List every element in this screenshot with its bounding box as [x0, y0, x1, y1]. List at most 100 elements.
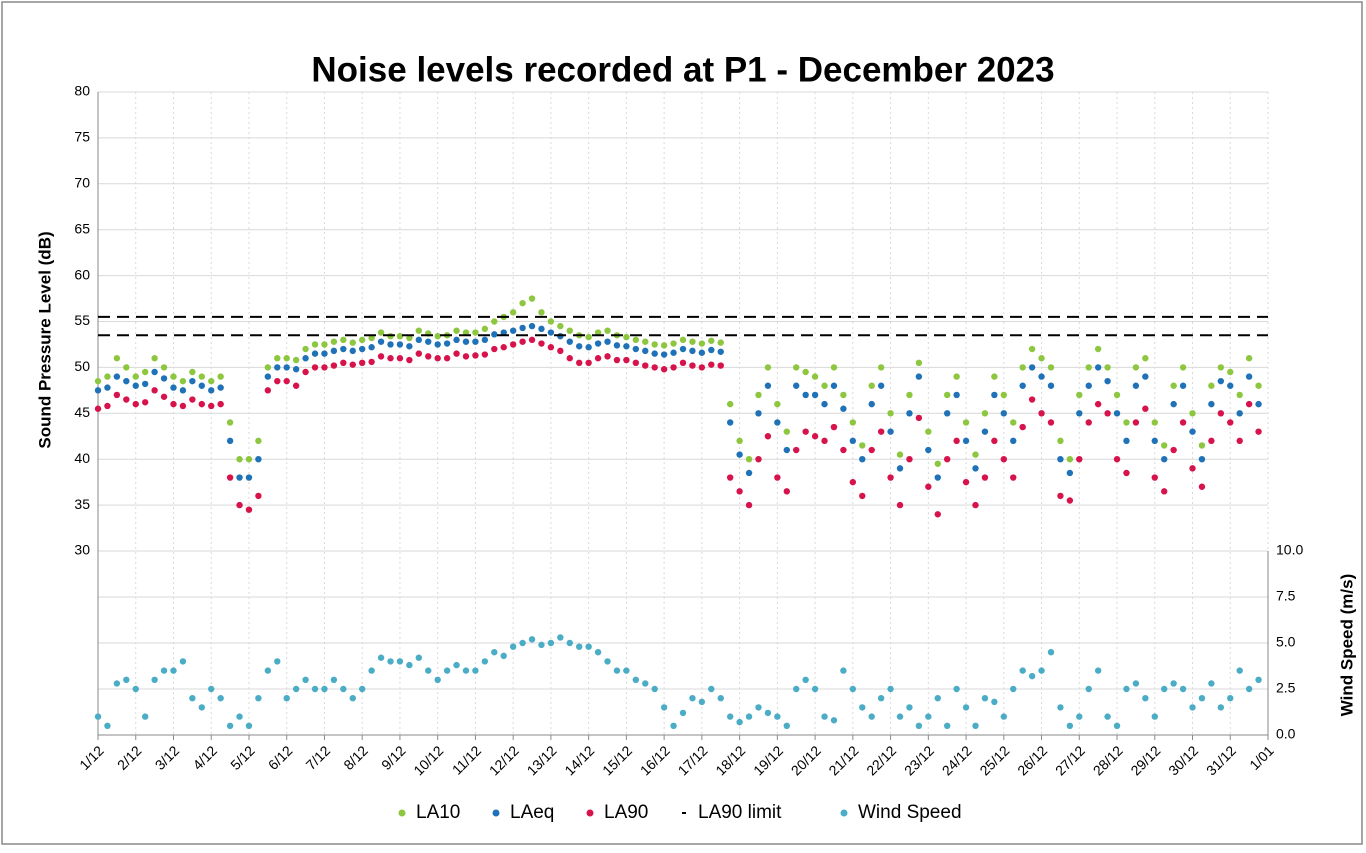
- data-point: [208, 377, 215, 385]
- data-point: [104, 402, 111, 410]
- data-point: [585, 359, 592, 367]
- data-point: [1161, 488, 1168, 495]
- y-tick-label: 45: [74, 404, 90, 420]
- data-point: [113, 391, 121, 399]
- data-point: [585, 344, 592, 351]
- data-point: [264, 373, 272, 380]
- data-point: [868, 382, 875, 389]
- data-point: [283, 364, 290, 371]
- data-point: [547, 329, 555, 336]
- data-point: [1208, 382, 1215, 389]
- data-point: [387, 658, 394, 665]
- y-axis-title: Sound Pressure Level (dB): [35, 231, 54, 448]
- data-point: [170, 400, 177, 408]
- data-point: [594, 329, 602, 336]
- data-point: [1028, 345, 1036, 353]
- data-point: [311, 685, 319, 693]
- data-point: [708, 346, 715, 354]
- data-point: [1104, 377, 1111, 385]
- data-point: [943, 456, 951, 463]
- data-point: [292, 356, 300, 364]
- data-point: [802, 428, 809, 435]
- data-point: [245, 456, 253, 463]
- data-point: [698, 349, 706, 356]
- data-point: [500, 329, 507, 336]
- data-point: [613, 342, 621, 349]
- data-point: [377, 338, 385, 345]
- data-point: [821, 382, 828, 389]
- data-point: [793, 382, 800, 389]
- data-point: [425, 667, 432, 674]
- data-point: [415, 350, 423, 357]
- data-point: [547, 639, 555, 647]
- data-point: [821, 400, 828, 408]
- data-point: [1236, 667, 1243, 674]
- data-point: [981, 695, 989, 702]
- data-point: [698, 364, 706, 371]
- data-point: [226, 722, 234, 729]
- data-point: [1170, 382, 1177, 389]
- data-point: [1038, 410, 1045, 417]
- data-point: [236, 456, 243, 463]
- data-point: [368, 344, 375, 351]
- data-point: [604, 658, 611, 665]
- data-point: [934, 460, 941, 467]
- data-point: [453, 350, 460, 357]
- data-point: [283, 377, 290, 385]
- data-point: [340, 345, 347, 353]
- data-point: [217, 384, 224, 391]
- legend-label: Wind Speed: [858, 802, 962, 823]
- data-point: [1028, 364, 1036, 371]
- data-point: [774, 474, 781, 481]
- data-point: [113, 355, 121, 362]
- data-point: [1066, 456, 1074, 463]
- data-point: [896, 501, 904, 509]
- data-point: [840, 446, 847, 454]
- data-point: [519, 324, 526, 332]
- data-point: [755, 410, 762, 417]
- data-point: [189, 368, 196, 376]
- data-point: [1161, 685, 1168, 693]
- data-point: [1000, 713, 1008, 720]
- data-point: [217, 400, 224, 408]
- y2-tick-label: 7.5: [1276, 588, 1296, 604]
- data-point: [613, 667, 621, 674]
- data-point: [660, 366, 668, 373]
- data-point: [887, 410, 894, 417]
- data-point: [104, 373, 111, 380]
- data-point: [717, 348, 724, 355]
- data-point: [1245, 685, 1253, 693]
- data-point: [793, 446, 800, 454]
- data-point: [915, 373, 923, 380]
- data-point: [1208, 437, 1215, 445]
- data-point: [509, 327, 517, 334]
- data-point: [1066, 469, 1074, 477]
- data-point: [1161, 456, 1168, 463]
- data-point: [208, 685, 215, 693]
- data-point: [953, 373, 960, 380]
- data-point: [859, 492, 866, 500]
- data-point: [236, 501, 243, 509]
- data-point: [670, 349, 677, 356]
- data-point: [962, 704, 970, 711]
- data-point: [877, 382, 885, 389]
- data-point: [934, 511, 941, 518]
- data-point: [632, 359, 640, 367]
- data-point: [151, 387, 158, 394]
- y2-tick-label: 5.0: [1276, 634, 1296, 650]
- y2-axis-title: Wind Speed (m/s): [1337, 574, 1356, 716]
- data-point: [632, 336, 640, 344]
- data-point: [1057, 437, 1064, 445]
- data-point: [1038, 373, 1045, 380]
- data-point: [500, 344, 507, 351]
- data-point: [717, 695, 724, 702]
- data-point: [292, 382, 300, 389]
- data-point: [793, 364, 800, 371]
- data-point: [453, 336, 460, 344]
- y2-tick-label: 0.0: [1276, 726, 1296, 742]
- data-point: [849, 685, 857, 693]
- data-point: [217, 373, 224, 380]
- data-point: [925, 713, 932, 720]
- data-point: [679, 359, 687, 367]
- data-point: [292, 366, 300, 373]
